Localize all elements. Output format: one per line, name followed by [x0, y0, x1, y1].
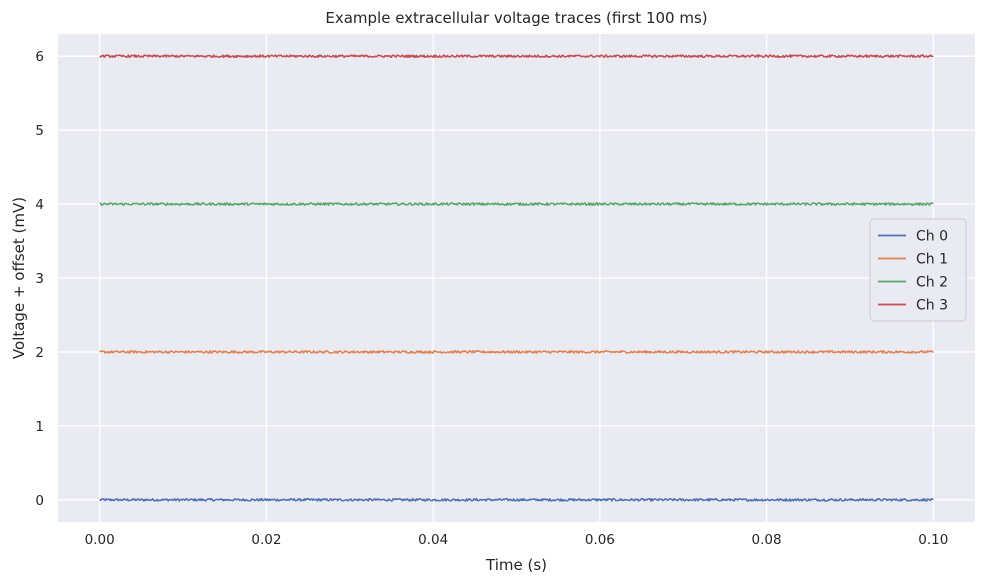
trace-ch-0: [99, 497, 934, 502]
y-tick-label: 4: [35, 197, 44, 213]
x-tick-label: 0.02: [251, 532, 281, 548]
y-tick-label: 2: [35, 345, 44, 361]
x-axis-label: Time (s): [485, 556, 547, 574]
y-axis-label: Voltage + offset (mV): [10, 197, 28, 359]
trace-lines: [99, 54, 934, 502]
x-tick-label: 0.08: [752, 532, 782, 548]
trace-ch-1: [99, 350, 934, 354]
y-tick-label: 0: [35, 493, 44, 509]
legend-label: Ch 0: [916, 229, 948, 245]
legend-label: Ch 2: [916, 275, 948, 291]
chart-title: Example extracellular voltage traces (fi…: [325, 9, 707, 27]
x-tick-label: 0.06: [585, 532, 615, 548]
legend: Ch 0 Ch 1 Ch 2 Ch 3: [869, 218, 967, 322]
x-tick-label: 0.10: [918, 532, 948, 548]
trace-ch-2: [99, 202, 934, 206]
y-tick-label: 3: [35, 271, 44, 287]
y-tick-label: 5: [35, 123, 44, 139]
x-tick-label: 0.04: [418, 532, 448, 548]
y-tick-label: 1: [35, 419, 44, 435]
x-tick-label: 0.00: [85, 532, 115, 548]
x-axis-ticks: 0.00 0.02 0.04 0.06 0.08 0.10: [85, 532, 949, 548]
legend-box: [869, 218, 967, 322]
legend-label: Ch 1: [916, 252, 948, 268]
y-axis-ticks: 0 1 2 3 4 5 6: [35, 49, 44, 509]
trace-ch-3: [99, 54, 934, 59]
legend-label: Ch 3: [916, 298, 948, 314]
y-tick-label: 6: [35, 49, 44, 65]
